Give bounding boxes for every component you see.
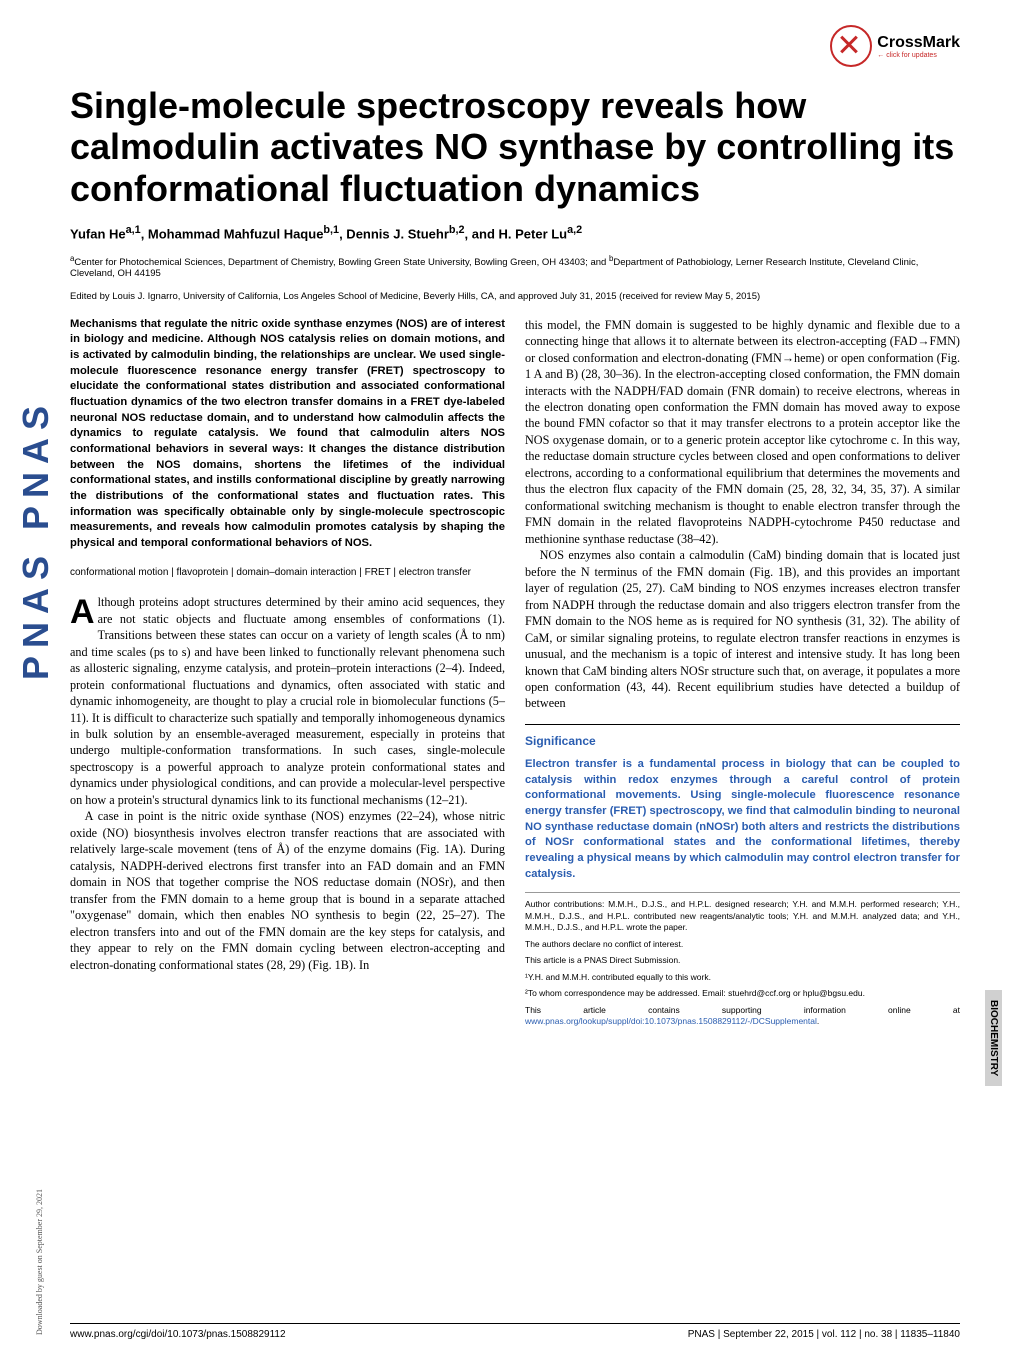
- authors: Yufan Hea,1, Mohammad Mahfuzul Haqueb,1,…: [70, 224, 960, 241]
- significance-text: Electron transfer is a fundamental proce…: [525, 757, 960, 882]
- significance-box: Significance Electron transfer is a fund…: [525, 724, 960, 883]
- body-text-left: Although proteins adopt structures deter…: [70, 594, 505, 973]
- footer-citation: PNAS | September 22, 2015 | vol. 112 | n…: [688, 1329, 960, 1340]
- category-side-label: BIOCHEMISTRY: [985, 990, 1002, 1086]
- body-p1: Although proteins adopt structures deter…: [70, 594, 505, 808]
- body-p3: this model, the FMN domain is suggested …: [525, 317, 960, 548]
- crossmark-label: CrossMark: [877, 34, 960, 52]
- crossmark-sub: ← click for updates: [877, 52, 960, 59]
- author-contributions: Author contributions: M.M.H., D.J.S., an…: [525, 892, 960, 1027]
- contrib-p1: Author contributions: M.M.H., D.J.S., an…: [525, 899, 960, 933]
- left-column: Mechanisms that regulate the nitric oxid…: [70, 317, 505, 1033]
- article-title: Single-molecule spectroscopy reveals how…: [70, 85, 960, 209]
- body-p2: A case in point is the nitric oxide synt…: [70, 808, 505, 973]
- pnas-sidebar-logo: PNAS PNAS: [15, 80, 55, 680]
- crossmark-badge[interactable]: CrossMark ← click for updates: [830, 25, 960, 67]
- contrib-p3: This article is a PNAS Direct Submission…: [525, 955, 960, 966]
- crossmark-icon: [830, 25, 872, 67]
- body-text-right: this model, the FMN domain is suggested …: [525, 317, 960, 712]
- page-footer: www.pnas.org/cgi/doi/10.1073/pnas.150882…: [70, 1323, 960, 1340]
- contrib-p2: The authors declare no conflict of inter…: [525, 939, 960, 950]
- abstract: Mechanisms that regulate the nitric oxid…: [70, 317, 505, 552]
- right-column: this model, the FMN domain is suggested …: [525, 317, 960, 1033]
- keywords: conformational motion | flavoprotein | d…: [70, 566, 505, 580]
- edited-by: Edited by Louis J. Ignarro, University o…: [70, 291, 960, 302]
- significance-title: Significance: [525, 733, 960, 749]
- body-p4: NOS enzymes also contain a calmodulin (C…: [525, 547, 960, 712]
- affiliations: aCenter for Photochemical Sciences, Depa…: [70, 254, 960, 279]
- contrib-p6: This article contains supporting informa…: [525, 1005, 960, 1028]
- footer-doi: www.pnas.org/cgi/doi/10.1073/pnas.150882…: [70, 1329, 286, 1340]
- supplemental-link[interactable]: www.pnas.org/lookup/suppl/doi:10.1073/pn…: [525, 1016, 817, 1026]
- contrib-p5: ²To whom correspondence may be addressed…: [525, 988, 960, 999]
- contrib-p4: ¹Y.H. and M.M.H. contributed equally to …: [525, 972, 960, 983]
- download-note: Downloaded by guest on September 29, 202…: [35, 1189, 44, 1335]
